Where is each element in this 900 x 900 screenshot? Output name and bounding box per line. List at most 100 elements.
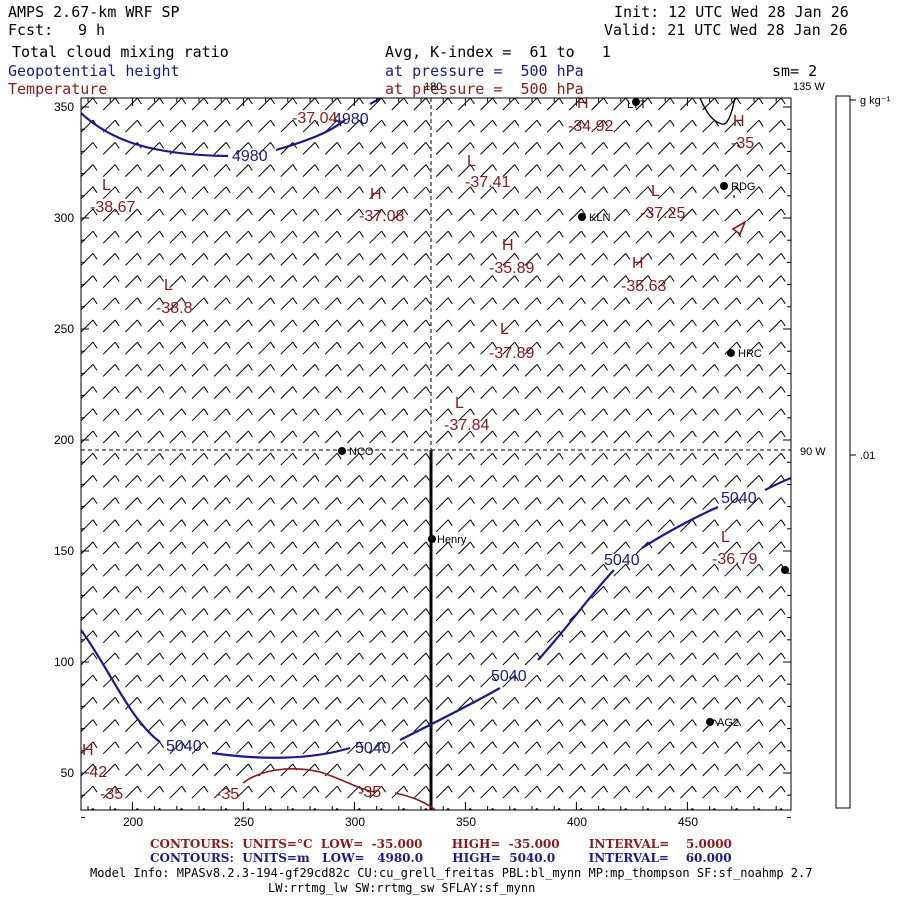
wind-barb xyxy=(524,763,542,777)
wind-barb xyxy=(712,808,717,810)
wind-barb xyxy=(391,674,409,688)
wind-barb xyxy=(280,563,298,577)
wind-barb xyxy=(369,674,387,688)
wind-barb xyxy=(391,475,409,488)
wind-barb xyxy=(125,630,142,644)
wind-barb xyxy=(546,408,564,422)
wind-barb xyxy=(702,142,720,155)
wind-barb xyxy=(369,275,387,288)
wind-barb xyxy=(169,253,187,266)
wind-barb xyxy=(169,697,187,710)
wind-barb xyxy=(746,164,764,177)
wind-barb xyxy=(125,541,142,555)
wind-barb xyxy=(213,541,231,555)
wind-barb xyxy=(334,808,339,810)
wind-barb xyxy=(502,475,520,488)
wind-barb xyxy=(690,808,695,810)
wind-barb xyxy=(724,541,742,555)
wind-barb xyxy=(458,119,475,133)
wind-barb xyxy=(680,297,697,311)
wind-barb xyxy=(213,364,231,377)
wind-barb xyxy=(435,386,453,399)
wind-barb xyxy=(81,563,98,577)
wind-barb xyxy=(391,430,409,444)
y-tick-label: 300 xyxy=(54,211,74,225)
wind-barb xyxy=(258,319,276,333)
wind-barb xyxy=(236,519,253,533)
wind-barb xyxy=(546,98,564,111)
wind-barb xyxy=(324,652,342,666)
wind-barb xyxy=(480,475,498,488)
wind-barb xyxy=(524,741,542,755)
wind-barb xyxy=(280,497,298,510)
wind-barb xyxy=(324,275,342,288)
wind-barb xyxy=(724,763,742,777)
wind-barb xyxy=(657,408,675,422)
wind-barb xyxy=(369,519,387,533)
wind-barb xyxy=(413,253,431,266)
wind-barb xyxy=(746,408,764,422)
wind-barb xyxy=(546,608,564,621)
model-info: Model Info: MPASv8.2.3-194-gf29cd82c CU:… xyxy=(90,866,813,880)
wind-barb xyxy=(413,98,431,111)
wind-barb xyxy=(569,674,586,688)
wind-barb xyxy=(324,297,342,311)
forecast-hour: 9 h xyxy=(78,21,106,39)
wind-barb xyxy=(213,697,231,710)
wind-barb xyxy=(213,452,231,466)
wind-barb xyxy=(791,320,807,332)
wind-barb xyxy=(480,697,498,710)
wind-barb xyxy=(524,408,542,422)
wind-barb xyxy=(591,297,609,311)
wind-barb xyxy=(657,519,675,533)
wind-barb xyxy=(702,364,720,377)
wind-barb xyxy=(480,186,498,200)
wind-barb xyxy=(591,164,609,177)
wind-barb xyxy=(435,142,453,155)
wind-barb xyxy=(369,253,387,266)
wind-barb xyxy=(236,364,253,377)
wind-barb xyxy=(435,541,453,555)
wind-barb xyxy=(347,408,364,422)
wind-barb xyxy=(680,697,697,710)
wind-barb xyxy=(591,119,609,133)
wind-barb xyxy=(324,563,342,577)
wind-barb xyxy=(324,519,342,533)
wind-barb xyxy=(791,808,807,820)
wind-barb xyxy=(81,341,98,355)
wind-barb xyxy=(147,364,165,377)
wind-barb xyxy=(413,142,431,155)
wind-barb xyxy=(236,297,253,311)
wind-barb xyxy=(102,386,120,399)
wind-barb xyxy=(191,119,209,133)
wind-barb xyxy=(324,230,342,244)
wind-barb xyxy=(635,142,653,155)
wind-barb xyxy=(546,386,564,399)
wind-barb xyxy=(347,674,364,688)
wind-barb xyxy=(635,208,653,222)
wind-barb xyxy=(458,608,475,621)
wind-barb xyxy=(480,230,498,244)
wind-barb xyxy=(125,674,142,688)
wind-barb xyxy=(280,275,298,288)
wind-barb xyxy=(191,541,209,555)
wind-barb xyxy=(280,519,298,533)
wind-barb xyxy=(591,586,609,599)
wind-barb xyxy=(680,563,697,577)
wind-barb xyxy=(702,697,720,710)
wind-barb xyxy=(413,630,431,644)
wind-barb xyxy=(591,674,609,688)
wind-barb xyxy=(524,785,542,799)
wind-barb xyxy=(258,164,276,177)
wind-barb xyxy=(746,497,764,510)
wind-barb xyxy=(635,608,653,621)
wind-barb xyxy=(102,763,120,777)
wind-barb xyxy=(347,275,364,288)
wind-barb xyxy=(112,808,117,810)
wind-barb xyxy=(512,808,517,810)
wind-barb xyxy=(102,164,120,177)
wind-barb xyxy=(413,563,431,577)
wind-barb xyxy=(480,674,498,688)
wind-barb xyxy=(613,275,631,288)
wind-barb xyxy=(147,253,165,266)
